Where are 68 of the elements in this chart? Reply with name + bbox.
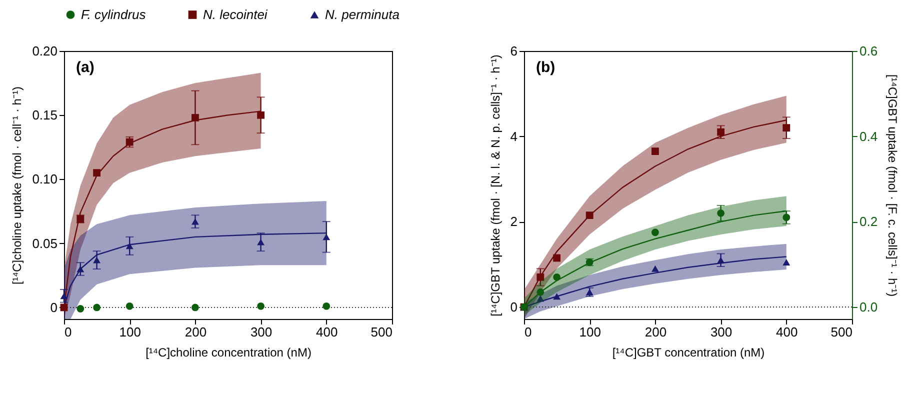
x-tick-label: 500 <box>370 324 392 340</box>
point <box>536 288 544 296</box>
point <box>586 212 594 220</box>
annotation: (b) <box>536 59 556 76</box>
point <box>76 266 84 272</box>
point <box>717 209 725 217</box>
point <box>717 256 725 264</box>
y2-tick-label: 0.0 <box>860 300 878 315</box>
point <box>60 292 68 300</box>
y-tick-label: 4 <box>510 128 518 144</box>
x-tick-label: 300 <box>710 324 732 340</box>
y-tick-label: 0.20 <box>32 44 58 58</box>
y2-tick-label: 0.2 <box>860 214 878 230</box>
point <box>93 256 101 264</box>
point <box>553 254 561 262</box>
point <box>76 305 84 312</box>
y-axis-title: [¹⁴C]GBT uptake (fmol · [N. l. & N. p. cells]⁻¹ · h⁻¹) <box>488 54 502 316</box>
point <box>536 295 544 302</box>
y-tick-label: 0.15 <box>32 108 58 123</box>
point <box>191 304 199 312</box>
point <box>536 273 544 281</box>
y-tick-label: 0.05 <box>32 236 58 251</box>
point <box>93 169 101 177</box>
point <box>322 234 330 240</box>
point <box>782 259 790 266</box>
y-axis-title: [¹⁴C]choline uptake (fmol · cell⁻¹ · h⁻¹) <box>10 86 24 284</box>
legend-label: F. cylindrus <box>81 6 146 22</box>
x-tick-label: 500 <box>830 324 852 340</box>
x-tick-label: 0 <box>524 324 532 340</box>
point <box>553 293 561 300</box>
point <box>553 273 561 281</box>
point <box>191 218 199 225</box>
point <box>257 111 265 119</box>
point <box>126 302 134 310</box>
x-axis-title: [¹⁴C]choline concentration (nM) <box>146 346 312 360</box>
point <box>93 304 101 312</box>
x-tick-label: 400 <box>776 324 798 340</box>
point <box>651 228 659 236</box>
point <box>126 138 134 146</box>
x-tick-label: 200 <box>184 324 207 340</box>
y-tick-label: 0.10 <box>32 172 58 187</box>
point <box>191 114 199 122</box>
point <box>717 128 725 136</box>
legend-label: N. perminuta <box>325 6 400 22</box>
y2-axis-title: [¹⁴C]GBT uptake (fmol · [F. c. cells]⁻¹ · h⁻¹) <box>886 74 900 297</box>
point <box>257 238 265 246</box>
x-tick-label: 100 <box>119 324 141 340</box>
x-tick-label: 200 <box>644 324 667 340</box>
point <box>651 265 659 272</box>
y-tick-label: 2 <box>510 214 518 230</box>
x-axis-title: [¹⁴C]GBT concentration (nM) <box>612 346 765 360</box>
x-tick-label: 300 <box>250 324 272 340</box>
point <box>782 214 790 222</box>
x-tick-label: 0 <box>64 324 72 340</box>
point <box>782 124 790 132</box>
x-tick-label: 100 <box>579 324 601 340</box>
point <box>651 148 659 155</box>
y-tick-label: 0 <box>510 300 518 315</box>
legend-label: N. lecointei <box>203 6 268 22</box>
y2-tick-label: 0.4 <box>860 128 878 144</box>
point <box>257 302 265 310</box>
y-tick-label: 6 <box>510 44 518 58</box>
x-tick-label: 400 <box>316 324 338 340</box>
point <box>126 242 134 250</box>
annotation: (a) <box>76 59 94 76</box>
y-tick-label: 0 <box>50 300 58 315</box>
y2-tick-label: 0.6 <box>860 44 878 58</box>
point <box>322 302 330 310</box>
